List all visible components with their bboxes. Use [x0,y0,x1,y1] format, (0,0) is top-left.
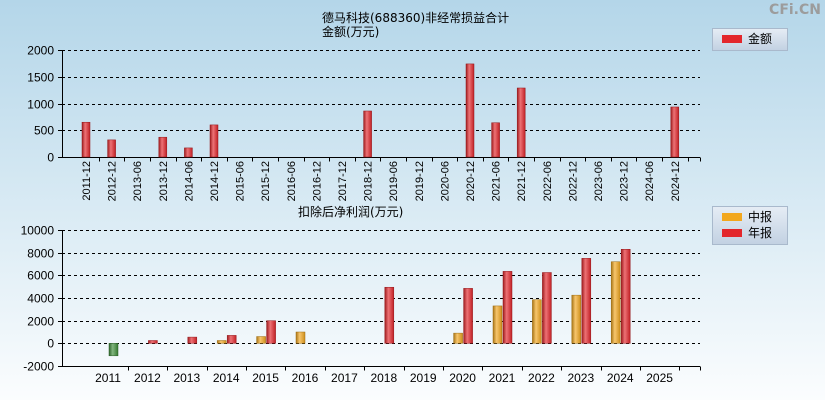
y-tick-label: 0 [47,337,54,351]
legend-box [712,206,788,245]
x-tick-label: 2024 [607,371,634,385]
bar-midyear-2020 [453,332,463,344]
x-tick-label: 2016-12 [311,161,323,201]
y-tick-label: 2000 [27,44,54,58]
x-tick-label: 2017 [331,371,358,385]
x-tick-label: 2020-06 [439,161,451,201]
bar-midyear-2021 [492,305,503,344]
legend-label: 中报 [748,209,772,224]
legend-swatch [722,213,742,221]
x-tick-label: 2013-12 [158,161,170,201]
x-tick-label: 2014-06 [183,161,195,201]
nonrecurring-gain-loss-chart: 0 500 1000 1500 2000 2011-12 2012-12 2013-06 201… [27,28,788,201]
bar-amount-2020-12 [465,63,475,158]
x-tick-label: 2015 [252,371,279,385]
x-tick-label: 2019-06 [388,161,400,201]
bar-amount-2021-12 [516,87,526,158]
bar-midyear-2024 [610,261,621,344]
x-tick-label: 2016-06 [286,161,298,201]
bar-annual-2018 [384,286,395,344]
y-tick-label: 8000 [27,247,54,261]
bar-annual-2012 [148,340,158,344]
x-tick-label: 2025 [646,371,673,385]
bar-annual-2023 [581,258,592,344]
legend-swatch [722,229,742,237]
x-tick-label: 2012-12 [107,161,119,201]
bar-midyear-2015 [256,336,266,344]
x-tick-label: 2011 [95,371,121,385]
x-tick-label: 2023-06 [593,161,605,201]
x-tick-label: 2021-12 [516,161,528,201]
x-tick-label: 2014 [213,371,240,385]
x-tick-label: 2017-12 [337,161,349,201]
legend-swatch [722,35,742,43]
x-tick-label: 2014-12 [209,161,221,201]
y-tick-label: 4000 [27,292,54,306]
x-tick-label: 2011-12 [81,161,93,201]
bar-annual-2011 [108,343,119,357]
y-tick-label: 0 [47,151,54,165]
x-tick-label: 2020 [449,371,476,385]
x-tick-label: 2019 [410,371,437,385]
x-tick-label: 2018 [370,371,397,385]
y-tick-label: 1500 [27,71,54,85]
x-tick-label: 2024-12 [670,161,682,201]
bar-midyear-2016 [295,331,306,344]
x-tick-label: 2019-12 [414,161,426,201]
y-tick-label: 6000 [27,269,54,283]
watermark: CFi.CN [769,2,821,18]
legend-box [712,28,788,51]
legend-label: 年报 [748,225,772,240]
bar-midyear-2023 [571,294,582,344]
bar-midyear-2022 [532,299,542,344]
x-tick-label: 2023 [567,371,594,385]
x-tick-label: 2018-12 [363,161,375,201]
bar-annual-2014 [226,335,237,344]
y-tick-label: 10000 [21,224,55,238]
x-tick-label: 2022-06 [542,161,554,201]
second-chart-title: 扣除后净利润(万元) [298,204,403,219]
x-tick-label: 2013-06 [132,161,144,201]
x-tick-label: 2024-06 [644,161,656,201]
bar-annual-2013 [187,336,198,344]
x-tick-label: 2015-06 [235,161,247,201]
bar-annual-2020 [463,288,473,344]
bar-amount-2021-06 [491,122,500,158]
x-tick-label: 2016 [292,371,319,385]
bar-amount-2013-12 [158,136,168,158]
x-tick-label: 2015-12 [260,161,272,201]
x-tick-label: 2022-12 [567,161,579,201]
deducted-net-profit-chart: -2000 0 2000 4000 6000 8000 10000 2011 2012 2013 2… [21,206,788,385]
x-tick-label: 2013 [173,371,200,385]
y-tick-label: -2000 [23,360,54,374]
bar-amount-2024-12 [670,106,680,158]
bar-annual-2024 [620,249,631,344]
bar-amount-2014-12 [209,124,219,158]
x-tick-label: 2012 [134,371,161,385]
y-tick-label: 1000 [27,98,54,112]
bar-midyear-2014 [216,340,227,344]
x-tick-label: 2022 [528,371,555,385]
bar-annual-2021 [502,271,513,344]
chart-title: 德马科技(688360)非经常损益合计 [322,10,509,25]
y-tick-label: 500 [34,124,54,138]
legend-label: 金额 [748,31,772,46]
y-tick-label: 2000 [27,315,54,329]
x-tick-label: 2021-06 [491,161,503,201]
bar-amount-2012-12 [107,139,116,158]
bar-annual-2022 [542,272,552,344]
chart-subtitle: 金额(万元) [322,24,379,39]
x-tick-label: 2023-12 [619,161,631,201]
x-tick-label: 2020-12 [465,161,477,201]
bar-amount-2011-12 [81,121,91,158]
bar-amount-2018-12 [363,110,372,158]
bar-amount-2014-06 [184,147,193,158]
x-tick-label: 2021 [489,371,516,385]
bar-annual-2015 [266,320,276,344]
